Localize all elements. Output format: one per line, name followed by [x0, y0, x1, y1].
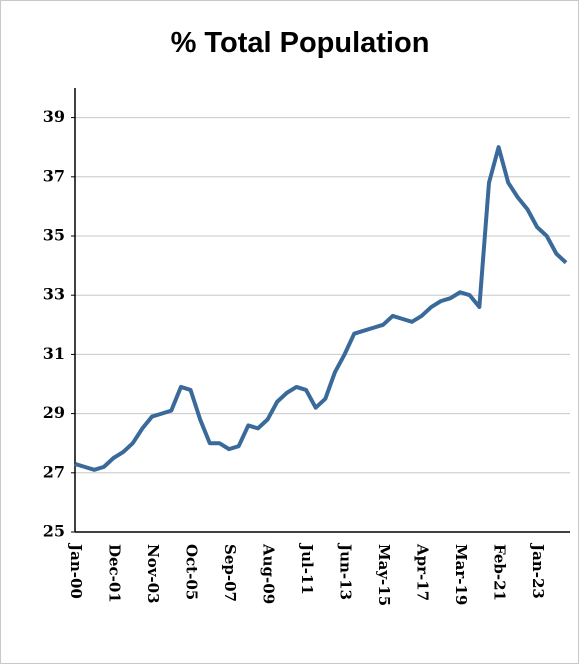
y-tick-label: 27 — [43, 462, 65, 481]
x-tick-label: Feb-21 — [491, 544, 509, 601]
x-tick-label: Dec-01 — [106, 544, 124, 603]
x-tick-label: May-15 — [375, 544, 393, 606]
x-tick-label: Jun-13 — [337, 542, 355, 600]
y-tick-label: 29 — [43, 403, 65, 422]
x-tick-label: Apr-17 — [414, 543, 432, 601]
x-tick-label: Oct-05 — [183, 544, 201, 600]
x-tick-label: Jan-00 — [67, 542, 85, 599]
x-tick-label: Mar-19 — [452, 544, 470, 605]
x-tick-label: Sep-07 — [221, 544, 239, 602]
chart-title: % Total Population — [171, 27, 430, 59]
y-tick-label: 33 — [43, 285, 65, 304]
y-tick-label: 31 — [43, 344, 65, 363]
x-tick-label: Jul-11 — [298, 542, 316, 595]
x-tick-label: Nov-03 — [144, 544, 162, 604]
x-tick-label: Aug-09 — [260, 543, 278, 604]
y-tick-label: 35 — [43, 226, 65, 245]
y-tick-label: 25 — [43, 522, 65, 541]
x-tick-label: Jan-23 — [529, 542, 547, 599]
y-tick-label: 39 — [43, 107, 65, 126]
y-tick-label: 37 — [43, 166, 65, 185]
data-line — [74, 145, 568, 472]
